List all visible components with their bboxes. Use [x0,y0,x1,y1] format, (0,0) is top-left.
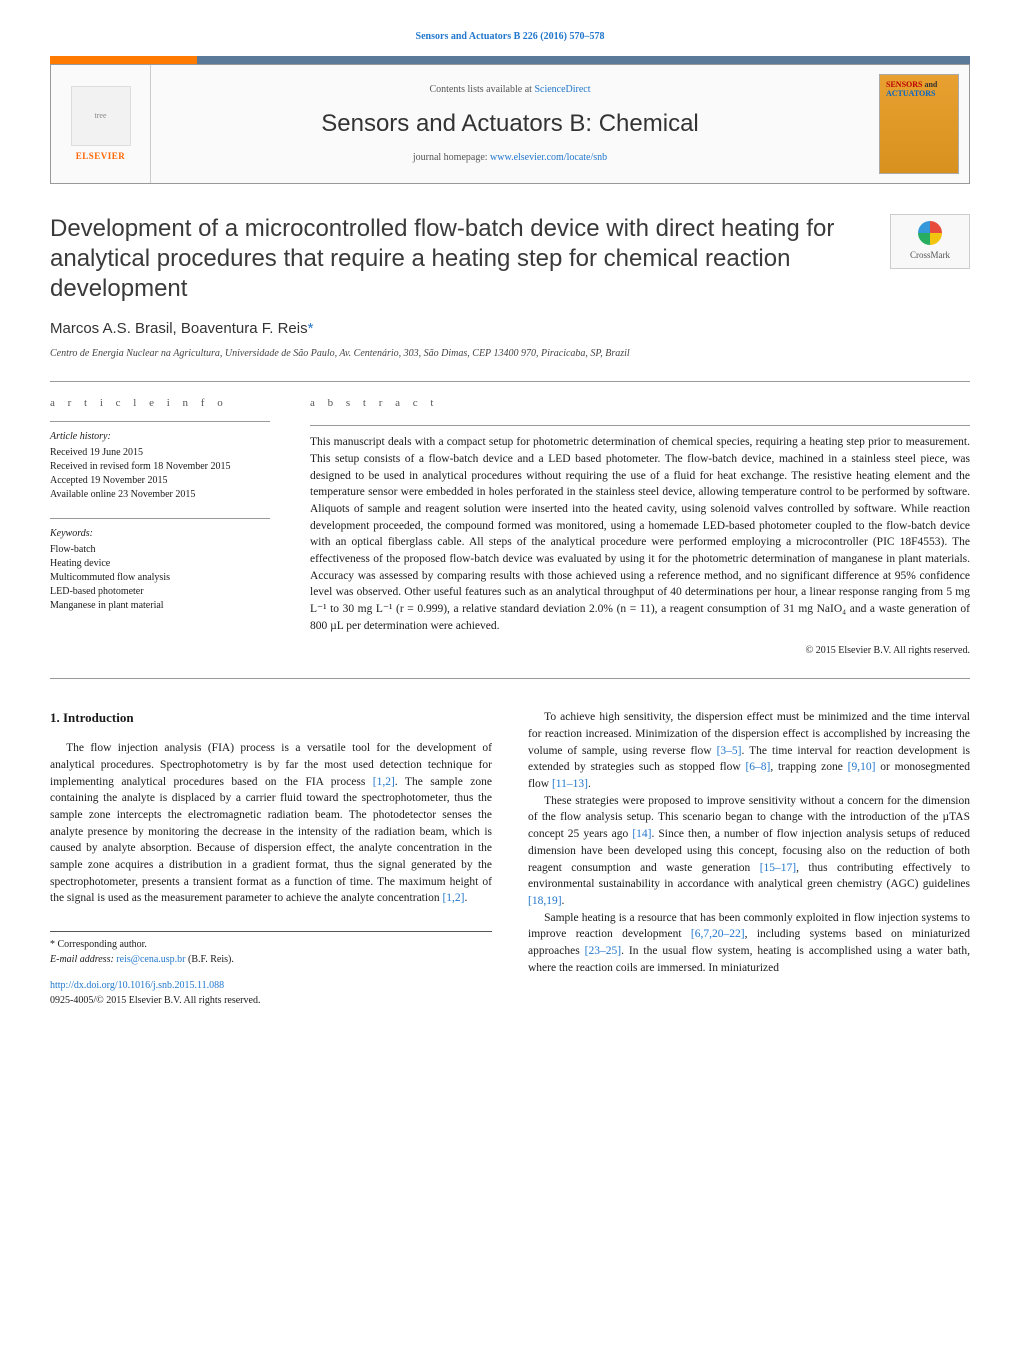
history-line-1: Received in revised form 18 November 201… [50,460,270,474]
elsevier-tree-icon: tree [71,86,131,146]
sciencedirect-link[interactable]: ScienceDirect [534,84,590,95]
cover-text-actuators: ACTUATORS [886,89,936,98]
divider-bottom [50,678,970,679]
body-para-l0: The flow injection analysis (FIA) proces… [50,740,492,907]
header-color-bar [50,56,970,64]
publisher-name: ELSEVIER [76,150,126,163]
abstract-text: This manuscript deals with a compact set… [310,434,970,634]
email-label: E-mail address: [50,954,116,965]
abstract-label: a b s t r a c t [310,396,970,411]
keyword-3: LED-based photometer [50,585,270,599]
corresponding-footnote: * Corresponding author. E-mail address: … [50,931,492,967]
publisher-logo: tree ELSEVIER [51,65,151,183]
cover-text-and: and [924,80,937,89]
keywords-heading: Keywords: [50,527,270,541]
journal-homepage-link[interactable]: www.elsevier.com/locate/snb [490,152,607,163]
body-two-column: 1. Introduction The flow injection analy… [50,709,970,1008]
contents-prefix: Contents lists available at [429,84,534,95]
keyword-1: Heating device [50,557,270,571]
body-para-r1: These strategies were proposed to improv… [528,793,970,910]
body-para-r2: Sample heating is a resource that has be… [528,910,970,977]
journal-cover: SENSORS and ACTUATORS [869,65,969,183]
header-center: Contents lists available at ScienceDirec… [151,65,869,183]
crossmark-label: CrossMark [910,249,950,262]
intro-heading: 1. Introduction [50,709,492,728]
authors-names: Marcos A.S. Brasil, Boaventura F. Reis [50,320,308,337]
history-line-0: Received 19 June 2015 [50,446,270,460]
contents-lists-line: Contents lists available at ScienceDirec… [429,83,590,97]
info-divider-1 [50,421,270,422]
doi-link[interactable]: http://dx.doi.org/10.1016/j.snb.2015.11.… [50,980,224,991]
affiliation: Centro de Energia Nuclear na Agricultura… [50,347,970,361]
corr-email-link[interactable]: reis@cena.usp.br [116,954,185,965]
keyword-0: Flow-batch [50,543,270,557]
article-info-block: a r t i c l e i n f o Article history: R… [50,396,270,658]
abstract-block: a b s t r a c t This manuscript deals wi… [310,396,970,658]
body-column-left: 1. Introduction The flow injection analy… [50,709,492,1008]
corresponding-marker: * [308,320,314,337]
keywords-block: Keywords: Flow-batch Heating device Mult… [50,527,270,613]
cover-text-sensors: SENSORS [886,80,922,89]
homepage-prefix: journal homepage: [413,152,490,163]
doi-block: http://dx.doi.org/10.1016/j.snb.2015.11.… [50,979,492,1008]
article-info-label: a r t i c l e i n f o [50,396,270,411]
article-history: Article history: Received 19 June 2015 R… [50,430,270,502]
issn-copyright: 0925-4005/© 2015 Elsevier B.V. All right… [50,995,260,1006]
article-title: Development of a microcontrolled flow-ba… [50,214,870,304]
corr-author-label: * Corresponding author. [50,938,492,953]
history-heading: Article history: [50,430,270,444]
crossmark-icon [918,221,942,245]
journal-cover-image: SENSORS and ACTUATORS [879,74,959,174]
journal-homepage-line: journal homepage: www.elsevier.com/locat… [413,151,607,165]
body-para-r0: To achieve high sensitivity, the dispers… [528,709,970,792]
journal-ref-top: Sensors and Actuators B 226 (2016) 570–5… [50,30,970,44]
authors-line: Marcos A.S. Brasil, Boaventura F. Reis* [50,318,970,339]
abstract-divider [310,425,970,426]
abstract-copyright: © 2015 Elsevier B.V. All rights reserved… [310,644,970,658]
history-line-3: Available online 23 November 2015 [50,488,270,502]
keyword-2: Multicommuted flow analysis [50,571,270,585]
journal-header: tree ELSEVIER Contents lists available a… [50,64,970,184]
history-line-2: Accepted 19 November 2015 [50,474,270,488]
corr-email-name: (B.F. Reis). [185,954,233,965]
body-column-right: To achieve high sensitivity, the dispers… [528,709,970,1008]
journal-title: Sensors and Actuators B: Chemical [321,107,699,141]
divider-top [50,381,970,382]
crossmark-badge[interactable]: CrossMark [890,214,970,269]
info-divider-2 [50,518,270,519]
keyword-4: Manganese in plant material [50,599,270,613]
